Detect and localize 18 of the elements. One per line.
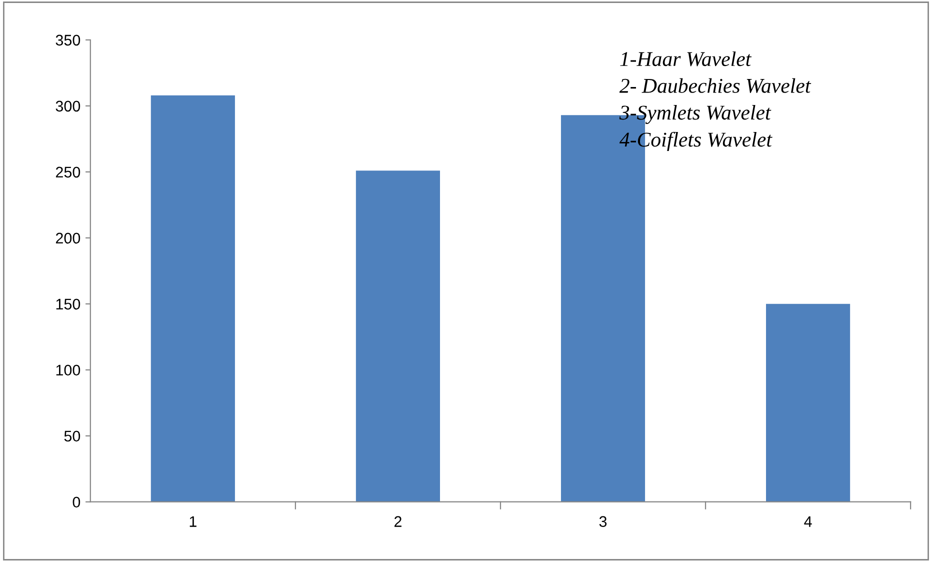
x-tick-label: 2	[394, 516, 402, 527]
x-tick-label: 3	[599, 516, 607, 527]
y-tick-label: 200	[56, 232, 80, 244]
x-tick-label: 1	[190, 516, 196, 527]
y-tick-label: 50	[64, 430, 80, 442]
bar	[766, 304, 850, 502]
bar	[150, 95, 235, 502]
annotation: 2- Daubechies Wavelet	[619, 78, 812, 94]
y-tick-label: 300	[56, 100, 80, 112]
y-tick-label: 250	[56, 166, 80, 178]
y-tick-label: 150	[56, 298, 80, 310]
y-tick-label: 100	[56, 364, 80, 376]
bar	[356, 170, 440, 502]
y-tick-label: 350	[56, 34, 80, 46]
y-tick-label: 0	[72, 496, 80, 508]
x-tick-label: 4	[804, 516, 812, 527]
annotation: 1-Haar Wavelet	[620, 51, 752, 66]
annotation: 3-Symlets Wavelet	[619, 105, 772, 124]
